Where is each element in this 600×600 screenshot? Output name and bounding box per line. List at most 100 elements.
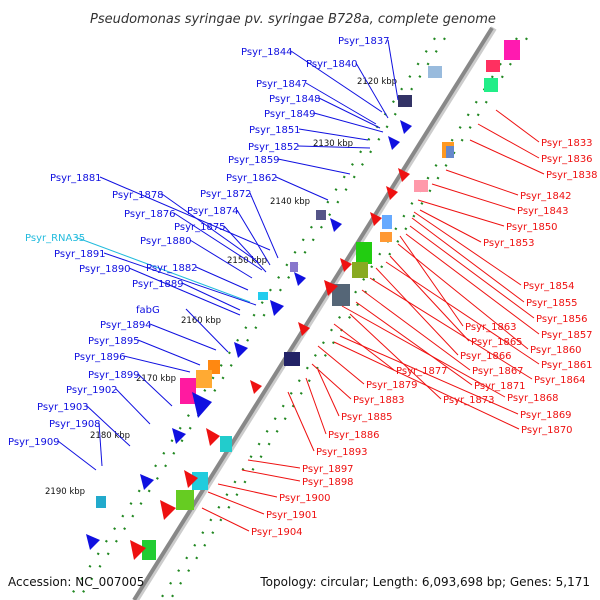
leader-line-psyr-1875	[223, 225, 267, 273]
leader-line-psyr-1853	[419, 209, 482, 243]
leader-line-psyr-1860	[397, 243, 529, 350]
gene-label-psyr-1903: Psyr_1903	[37, 402, 89, 413]
kbp-tick-label: 2120 kbp	[357, 77, 397, 87]
leader-line-psyr-1878	[161, 193, 259, 263]
kbp-tick-label: 2150 kbp	[227, 256, 267, 266]
leader-line-psyr-1850	[417, 199, 505, 227]
gene-label-psyr-1854: Psyr_1854	[523, 281, 575, 292]
gene-label-psyr-1879: Psyr_1879	[366, 380, 418, 391]
gc-track-inner-left	[77, 37, 446, 600]
leader-line-psyr-1876	[173, 212, 263, 271]
gene-label-psyr-1871: Psyr_1871	[474, 381, 526, 392]
leader-line-psyr-1885	[317, 369, 340, 417]
gene-label-psyr-1885: Psyr_1885	[341, 412, 393, 423]
gene-label-psyr-1849: Psyr_1849	[264, 109, 316, 120]
leader-line-psyr-1909	[57, 440, 97, 471]
leader-line-psyr-1891	[103, 252, 257, 306]
kbp-tick-label: 2180 kbp	[90, 431, 130, 441]
gene-arrow	[270, 300, 284, 316]
leader-line-psyr-1882	[195, 266, 249, 291]
gene-label-psyr-1851: Psyr_1851	[249, 125, 301, 136]
gene-label-psyr-1836: Psyr_1836	[541, 154, 593, 165]
feature-block	[180, 378, 196, 404]
leader-line-psyr-1856	[409, 225, 535, 319]
gene-label-psyr-1843: Psyr_1843	[517, 206, 569, 217]
gene-label-psyr-1847: Psyr_1847	[256, 79, 308, 90]
leader-line-psyr-1869	[339, 335, 519, 415]
feature-block	[398, 95, 412, 107]
gene-label-psyr-1866: Psyr_1866	[460, 351, 512, 362]
gene-label-psyr-1869: Psyr_1869	[520, 410, 572, 421]
gene-label-psyr-1883: Psyr_1883	[353, 395, 405, 406]
gene-label-psyr-1891: Psyr_1891	[54, 249, 106, 260]
gene-label-psyr-rna35: Psyr_RNA35	[25, 233, 85, 244]
gene-label-psyr-1875: Psyr_1875	[174, 222, 226, 233]
leader-line-psyr-1852	[297, 145, 371, 149]
gene-label-psyr-1842: Psyr_1842	[520, 191, 572, 202]
gene-arrow	[86, 534, 100, 550]
leader-line-psyr-1897	[247, 459, 301, 469]
leader-line-psyr-1865	[389, 255, 470, 342]
feature-block	[96, 496, 106, 508]
leader-line-psyr-1890	[128, 267, 241, 316]
leader-line-psyr-rna35	[74, 236, 251, 303]
feature-block	[446, 146, 454, 158]
gene-label-psyr-1865: Psyr_1865	[471, 337, 523, 348]
gene-arrow	[130, 540, 146, 560]
gene-label-psyr-1867: Psyr_1867	[472, 366, 524, 377]
gene-label-psyr-1900: Psyr_1900	[279, 493, 331, 504]
gene-label-psyr-1882: Psyr_1882	[146, 263, 198, 274]
leader-line-psyr-1870	[333, 341, 520, 430]
feature-block	[414, 180, 428, 192]
gene-arrow	[184, 470, 198, 488]
gene-arrow	[340, 258, 352, 272]
gene-label-psyr-1876: Psyr_1876	[124, 209, 176, 220]
gene-label-psyr-1904: Psyr_1904	[251, 527, 303, 538]
gene-label-psyr-1859: Psyr_1859	[228, 155, 280, 166]
gene-label-psyr-1873: Psyr_1873	[443, 395, 495, 406]
gene-label-psyr-1874: Psyr_1874	[187, 206, 239, 217]
leader-line-psyr-1838	[469, 139, 545, 175]
gene-arrow	[370, 212, 382, 226]
feature-block	[352, 262, 368, 278]
gene-arrow	[386, 186, 398, 200]
leader-line-psyr-1833	[495, 109, 540, 143]
gene-label-psyr-1844: Psyr_1844	[241, 47, 293, 58]
gene-label-psyr-1902: Psyr_1902	[66, 385, 118, 396]
gene-label-fabg: fabG	[136, 305, 160, 316]
feature-block	[142, 540, 156, 560]
leader-line-psyr-1855	[411, 217, 525, 303]
reverse-strand-genes	[130, 168, 410, 560]
gene-label-psyr-1899: Psyr_1899	[88, 370, 140, 381]
leader-line-psyr-1900	[217, 483, 278, 498]
gene-labels-left: Psyr_1837 Psyr_1844 Psyr_1840 Psyr_1847 Psyr…	[8, 36, 399, 471]
gene-label-psyr-1908: Psyr_1908	[49, 419, 101, 430]
map-title: Pseudomonas syringae pv. syringae B728a,…	[90, 12, 496, 27]
gene-label-psyr-1901: Psyr_1901	[266, 510, 318, 521]
gene-arrow	[400, 120, 412, 134]
feature-block	[316, 210, 326, 220]
leader-line-psyr-1868	[341, 305, 506, 398]
leader-line-psyr-1880	[189, 239, 253, 279]
leader-line-psyr-1872	[249, 192, 279, 259]
leader-line-psyr-1902	[115, 388, 151, 425]
leader-line-psyr-1837	[387, 39, 399, 101]
gene-labels-right: Psyr_1833 Psyr_1836 Psyr_1838 Psyr_1842 Psyr…	[201, 109, 598, 538]
gene-label-psyr-1895: Psyr_1895	[88, 336, 140, 347]
leader-line-psyr-1844	[290, 50, 383, 113]
gene-arrow	[388, 136, 400, 150]
gene-label-psyr-1853: Psyr_1853	[483, 238, 535, 249]
accession-label: Accession: NC_007005	[8, 575, 144, 589]
gene-label-psyr-1898: Psyr_1898	[302, 477, 354, 488]
leader-line-psyr-1842	[445, 169, 519, 196]
gene-label-psyr-1864: Psyr_1864	[534, 375, 586, 386]
gene-label-psyr-1833: Psyr_1833	[541, 138, 593, 149]
leader-line-psyr-1895	[137, 339, 201, 366]
gene-label-psyr-1838: Psyr_1838	[546, 170, 598, 181]
gene-arrow	[172, 428, 186, 444]
leader-line-psyr-1871	[355, 301, 473, 386]
gene-arrow	[160, 500, 176, 520]
gene-label-psyr-1861: Psyr_1861	[541, 360, 593, 371]
leader-line-psyr-1854	[413, 211, 522, 286]
kbp-tick-label: 2160 kbp	[181, 316, 221, 326]
